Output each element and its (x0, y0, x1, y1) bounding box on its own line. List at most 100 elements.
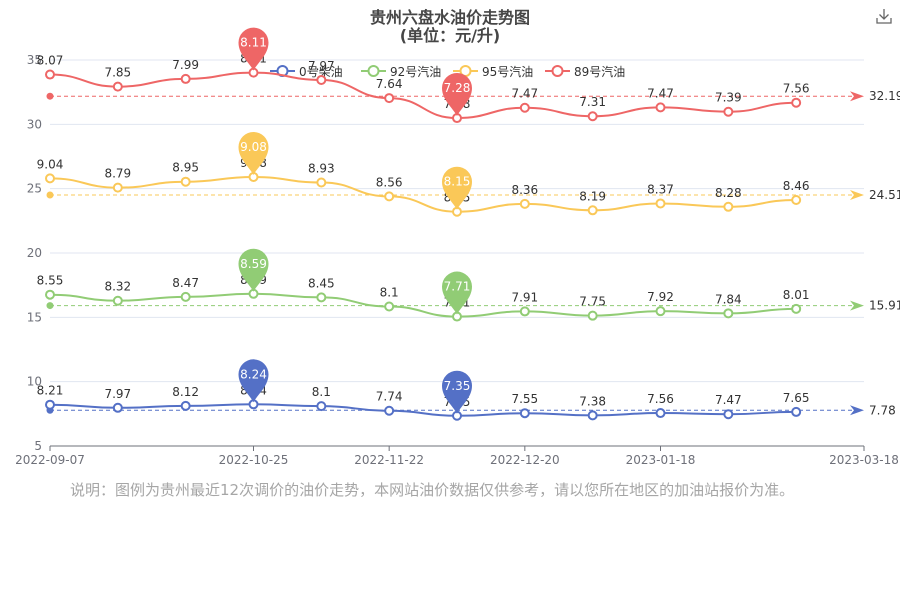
legend-label: 95号汽油 (482, 64, 534, 79)
legend-label: 89号汽油 (574, 64, 626, 79)
data-point (723, 106, 734, 117)
data-point (112, 81, 123, 92)
data-point (655, 102, 666, 113)
y-tick-label: 5 (34, 439, 42, 453)
series-group: 24.51 9.04 8.79 8.95 9.08 8.93 8.56 8.15 8.36 8.1… (37, 131, 900, 217)
average-label: 32.19 (869, 89, 900, 103)
data-label: 8.01 (783, 288, 810, 302)
data-label: 7.97 (104, 387, 131, 401)
min-marker-label: 7.28 (444, 81, 471, 95)
data-label: 7.56 (783, 82, 810, 96)
data-point (723, 308, 734, 319)
min-marker-label: 7.71 (444, 280, 471, 294)
data-label: 8.45 (308, 276, 335, 290)
data-point (45, 173, 55, 184)
data-label: 7.47 (511, 87, 538, 101)
data-point (180, 176, 191, 187)
series-line (49, 71, 797, 120)
data-label: 8.95 (172, 161, 199, 175)
data-point (112, 295, 123, 306)
series-group: 15.91 8.55 8.32 8.47 8.59 8.45 8.1 7.71 7.91 7.75… (37, 248, 900, 322)
average-arrow-icon (850, 300, 864, 311)
x-tick-label: 2022-09-07 (15, 453, 85, 467)
average-label: 24.51 (869, 188, 900, 202)
average-arrow-icon (850, 91, 864, 102)
data-point (45, 69, 55, 80)
data-point (519, 408, 530, 419)
data-point (384, 93, 395, 104)
data-point (519, 198, 530, 209)
data-point (655, 306, 666, 317)
download-icon[interactable] (874, 6, 894, 26)
average-line-start (46, 92, 54, 100)
data-label: 8.1 (380, 286, 399, 300)
min-marker-label: 7.35 (444, 379, 471, 393)
data-point (587, 310, 598, 321)
average-line-start (46, 191, 54, 199)
data-point (791, 303, 802, 314)
data-label: 8.55 (37, 274, 64, 288)
min-marker-pin (442, 271, 472, 315)
chart-subtitle: (单位：元/升) (399, 26, 501, 45)
data-point (384, 301, 395, 312)
data-point (384, 405, 395, 416)
average-label: 7.78 (869, 403, 896, 417)
data-label: 8.56 (376, 175, 403, 189)
average-label: 15.91 (869, 299, 900, 313)
series-line (49, 292, 797, 318)
data-label: 7.91 (511, 290, 538, 304)
legend-label: 92号汽油 (390, 64, 442, 79)
x-tick-label: 2022-12-20 (490, 453, 560, 467)
series-line (49, 175, 797, 213)
data-label: 8.28 (715, 186, 742, 200)
max-marker-pin (238, 248, 269, 292)
data-point (519, 306, 530, 317)
data-label: 7.64 (376, 77, 403, 91)
data-label: 8.79 (104, 167, 131, 181)
chart-title: 贵州六盘水油价走势图 (369, 8, 530, 27)
series-group: 32.19 8.07 7.85 7.99 8.11 7.97 7.64 7.28 7.47 7.3… (37, 27, 900, 124)
chart-note: 说明：图例为贵州最近12次调价的油价走势，本网站油价数据仅供参考，请以您所在地区… (70, 481, 795, 499)
data-label: 8.93 (308, 161, 335, 175)
x-tick-label: 2023-01-18 (626, 453, 696, 467)
data-label: 7.38 (579, 394, 606, 408)
data-label: 7.47 (647, 86, 674, 100)
data-point (655, 408, 666, 419)
data-label: 7.39 (715, 91, 742, 105)
max-marker-label: 9.08 (240, 140, 267, 154)
legend-item-gas-92[interactable]: 92号汽油 (361, 62, 441, 80)
data-label: 8.32 (104, 280, 131, 294)
data-label: 7.65 (783, 391, 810, 405)
average-line-start (46, 302, 54, 310)
data-point (180, 73, 191, 84)
data-label: 7.47 (715, 393, 742, 407)
data-label: 8.19 (579, 189, 606, 203)
data-point (587, 410, 598, 421)
data-point (112, 182, 123, 193)
data-label: 8.36 (511, 183, 538, 197)
data-point (45, 289, 55, 300)
data-point (723, 409, 734, 420)
max-marker-pin (238, 27, 269, 71)
data-point (791, 406, 802, 417)
data-point (791, 97, 802, 108)
min-marker-pin (442, 73, 472, 117)
series-line (49, 403, 797, 417)
data-label: 7.56 (647, 392, 674, 406)
data-label: 9.04 (37, 157, 64, 171)
data-label: 7.31 (579, 95, 606, 109)
legend-marker-icon (545, 65, 570, 77)
max-marker-label: 8.24 (240, 367, 267, 381)
data-point (791, 194, 802, 205)
data-point (316, 74, 327, 85)
average-arrow-icon (850, 405, 864, 416)
max-marker-label: 8.59 (240, 257, 267, 271)
data-point (519, 102, 530, 113)
data-point (384, 191, 395, 202)
legend-marker-icon (361, 65, 386, 77)
data-point (316, 292, 327, 303)
data-label: 8.46 (783, 179, 810, 193)
data-label: 7.84 (715, 292, 742, 306)
data-point (45, 399, 55, 410)
legend-item-gas-89[interactable]: 89号汽油 (545, 62, 625, 80)
